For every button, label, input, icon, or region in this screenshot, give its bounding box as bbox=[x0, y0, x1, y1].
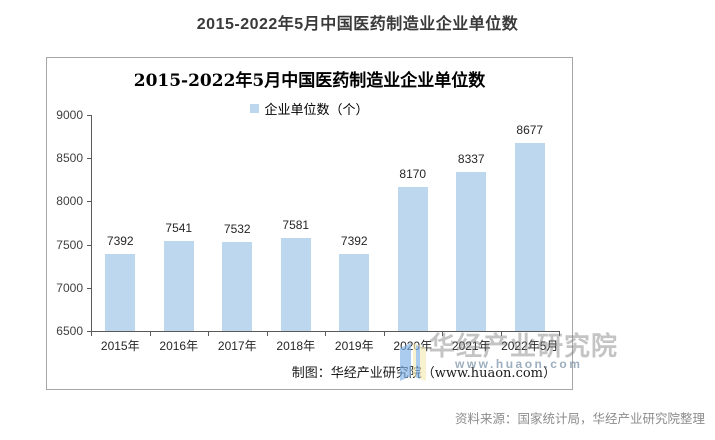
x-label-2018年: 2018年 bbox=[276, 339, 316, 353]
bar-2019年 bbox=[339, 253, 370, 331]
x-tick bbox=[208, 332, 209, 336]
x-axis bbox=[91, 331, 560, 332]
x-tick bbox=[500, 332, 502, 336]
bar-value-2021年: 8337 bbox=[457, 152, 485, 167]
bar-value-2018年: 7581 bbox=[282, 217, 310, 232]
bar-2020年 bbox=[397, 186, 428, 331]
chart-panel: 2015-2022年5月中国医药制造业企业单位数 企业单位数（个） 9000 85… bbox=[46, 57, 617, 390]
bar-2016年 bbox=[163, 241, 194, 331]
x-tick bbox=[91, 332, 92, 336]
bar-value-2022年5月: 8677 bbox=[516, 122, 544, 137]
bar-2017年 bbox=[222, 241, 253, 331]
y-tick bbox=[87, 158, 91, 160]
x-tick bbox=[442, 332, 443, 336]
y-tick-label: 9000 bbox=[56, 108, 83, 122]
y-tick-label: 7000 bbox=[56, 280, 83, 295]
bar-2018年 bbox=[280, 237, 311, 331]
x-tick bbox=[559, 332, 560, 336]
source-note: 资料来源：国家统计局，华经产业研究院整理 bbox=[454, 412, 705, 426]
x-label-2019年: 2019年 bbox=[334, 339, 374, 353]
chart-title: 2015-2022年5月中国医药制造业企业单位数 bbox=[133, 71, 486, 91]
y-axis bbox=[91, 115, 92, 332]
bar-value-2015年: 7392 bbox=[106, 233, 134, 248]
y-tick bbox=[87, 331, 91, 332]
x-label-2015年: 2015年 bbox=[100, 339, 140, 353]
x-label-2016年: 2016年 bbox=[159, 339, 199, 353]
bar-2015年 bbox=[105, 253, 136, 331]
bar-value-2020年: 8170 bbox=[399, 166, 427, 181]
bar-2022年5月 bbox=[514, 142, 545, 331]
bar-value-2017年: 7532 bbox=[223, 221, 251, 236]
x-label-2020年: 2020年 bbox=[393, 339, 433, 353]
x-label-2022年5月: 2022年5月 bbox=[501, 339, 559, 353]
page-title: 2015-2022年5月中国医药制造业企业单位数 bbox=[196, 16, 519, 33]
bar-chart-plot: 9000 8500 8000 7500 7000 6500 7392 2015年 7541 201… bbox=[47, 58, 572, 389]
y-tick bbox=[87, 244, 91, 246]
y-tick bbox=[87, 115, 91, 116]
x-tick bbox=[149, 332, 151, 336]
bar-value-2016年: 7541 bbox=[165, 221, 193, 236]
x-label-2017年: 2017年 bbox=[217, 339, 257, 353]
y-tick bbox=[87, 201, 91, 203]
y-tick-label: 8500 bbox=[56, 151, 83, 166]
x-tick bbox=[383, 332, 385, 336]
chart-credit: 制图：华经产业研究院（www.huaon.com） bbox=[291, 366, 556, 381]
y-tick-label: 6500 bbox=[56, 324, 83, 338]
x-label-2021年: 2021年 bbox=[451, 339, 491, 353]
y-tick-label: 8000 bbox=[56, 194, 83, 209]
y-tick bbox=[87, 287, 91, 289]
bar-value-2019年: 7392 bbox=[340, 233, 368, 248]
x-tick bbox=[325, 332, 326, 336]
legend: 企业单位数（个） bbox=[47, 99, 572, 118]
bar-2021年 bbox=[456, 172, 487, 331]
legend-label: 企业单位数（个） bbox=[264, 103, 369, 118]
legend-swatch-icon bbox=[250, 104, 260, 113]
y-tick-label: 7500 bbox=[56, 237, 83, 252]
x-tick bbox=[266, 332, 268, 336]
